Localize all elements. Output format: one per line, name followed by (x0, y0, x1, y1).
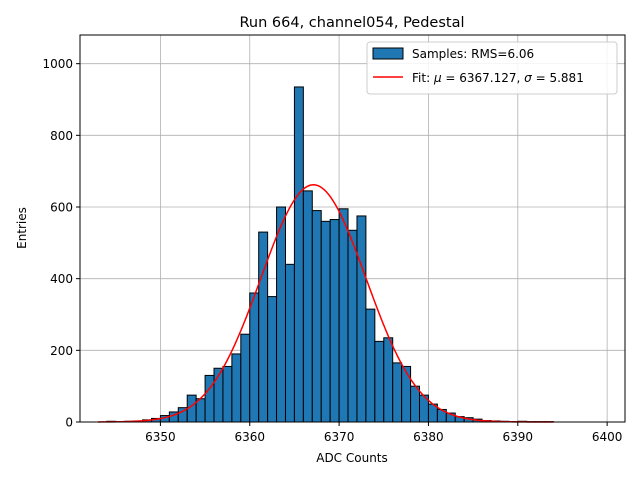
legend-box (366, 41, 618, 95)
legend-sigma-value: 5.881 (549, 71, 583, 85)
plot-frame (79, 34, 626, 423)
histogram-bar (231, 353, 242, 423)
histogram-bar (374, 340, 385, 423)
legend-sigma-equals: = (532, 71, 550, 85)
histogram-bar (410, 385, 421, 423)
x-axis-label: ADC Counts (316, 451, 388, 465)
histogram-bar (204, 374, 215, 423)
histogram-bar (338, 208, 349, 423)
legend-histogram-label: Samples: RMS=6.06 (412, 47, 534, 61)
gaussian-fit-curve (97, 184, 554, 423)
histogram-bar (276, 206, 286, 423)
histogram-bar (383, 337, 394, 423)
histogram-bar (329, 219, 340, 423)
histogram-bar (302, 190, 313, 423)
histogram-bar (284, 263, 295, 423)
legend-mu-symbol: μ (433, 71, 442, 85)
legend-fit-prefix: Fit: (412, 71, 434, 85)
histogram-bar (222, 365, 233, 423)
y-tick-label: 200 (50, 344, 73, 358)
x-tick-label: 6350 (145, 430, 176, 444)
histogram-bars (106, 86, 555, 423)
histogram-bar (293, 86, 304, 423)
histogram-bar (365, 308, 376, 423)
y-tick-label: 400 (50, 272, 73, 286)
legend-mu-equals: = (442, 71, 460, 85)
legend-separator: , (517, 71, 525, 85)
x-tick-label: 6400 (592, 430, 623, 444)
histogram-bar (195, 398, 206, 423)
histogram-bar (347, 229, 358, 423)
chart-title: Run 664, channel054, Pedestal (239, 15, 464, 31)
histogram-bar (258, 231, 269, 423)
y-tick-label: 0 (65, 416, 73, 430)
x-tick-label: 6360 (234, 430, 265, 444)
legend-mu-value: 6367.127 (459, 71, 516, 85)
y-axis-label: Entries (15, 207, 29, 249)
histogram-bar (356, 215, 367, 423)
histogram-bar (320, 220, 331, 423)
y-tick-label: 600 (50, 201, 73, 215)
x-tick-label: 6380 (413, 430, 444, 444)
histogram-bar (311, 210, 322, 423)
legend-fit-label: Fit: μ = 6367.127, σ = 5.881 (412, 71, 584, 85)
histogram-bar (267, 296, 278, 423)
histogram-bar (392, 362, 403, 423)
legend-sigma-symbol: σ (524, 71, 532, 85)
y-tick-label: 1000 (42, 57, 73, 71)
histogram-bar (240, 333, 251, 423)
y-axis-ticks: 0 200 400 600 800 1000 (42, 57, 80, 430)
x-axis-ticks: 6350 6360 6370 6380 6390 6400 (145, 422, 622, 444)
x-tick-label: 6390 (503, 430, 534, 444)
histogram-bar (249, 292, 260, 423)
legend: Samples: RMS=6.06 Fit: μ = 6367.127, σ =… (366, 41, 618, 95)
x-tick-label: 6370 (324, 430, 355, 444)
histogram-bar (401, 365, 412, 423)
y-tick-label: 800 (50, 129, 73, 143)
legend-histogram-swatch (372, 47, 404, 60)
